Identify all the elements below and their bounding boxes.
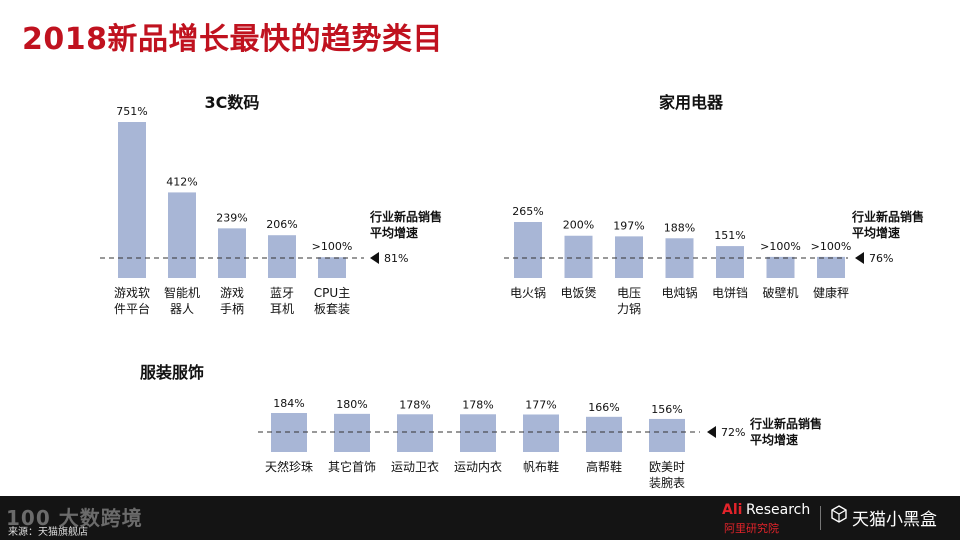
chart-title: 3C数码 (205, 93, 260, 112)
value-label: 188% (664, 221, 695, 234)
value-label: 751% (116, 105, 147, 118)
category-label: 蓝牙 (270, 286, 294, 300)
value-label: 166% (588, 401, 619, 414)
value-label: 151% (714, 229, 745, 242)
value-label: 200% (563, 219, 594, 232)
bar (268, 235, 296, 278)
category-label: 电压 (617, 286, 641, 300)
category-label: 帆布鞋 (523, 459, 559, 474)
category-label: 电饭煲 (560, 285, 596, 300)
reference-marker-icon (707, 426, 716, 438)
chart-title: 家用电器 (659, 93, 724, 112)
bar (514, 222, 542, 278)
category-label: 健康秤 (813, 285, 849, 300)
category-label: 游戏 (220, 286, 244, 300)
value-label: 177% (525, 398, 556, 411)
research-brand-b: Research (746, 502, 811, 518)
tmall-cube-icon (831, 505, 847, 523)
bar (817, 256, 845, 278)
bar (523, 414, 559, 452)
value-label: 180% (336, 398, 367, 411)
value-label: 412% (166, 175, 197, 188)
category-label: 智能机 (164, 285, 200, 300)
reference-legend-label: 行业新品销售 (749, 416, 822, 431)
value-label: 265% (512, 205, 543, 218)
category-label: 件平台 (114, 301, 150, 316)
category-label: 游戏软 (114, 286, 150, 300)
category-label: 运动卫衣 (391, 459, 439, 474)
reference-marker-icon (855, 252, 864, 264)
category-label: 电饼铛 (712, 285, 748, 300)
bar (586, 416, 622, 452)
value-label: 184% (273, 397, 304, 410)
value-label: >100% (811, 240, 852, 253)
page-title: 2018新品增长最快的趋势类目 (22, 22, 443, 57)
bar (766, 256, 795, 278)
footer-bar: 100 大数跨境 来源：天猫旗舰店 Ali Research 阿里研究院 天猫小… (0, 496, 960, 540)
category-label: 手柄 (220, 302, 244, 316)
value-label: 156% (651, 403, 682, 416)
value-label: >100% (760, 240, 801, 253)
reference-legend-label: 行业新品销售 (369, 209, 442, 224)
value-label: 178% (399, 398, 430, 411)
reference-legend-label: 行业新品销售 (851, 209, 924, 224)
category-label: 力锅 (617, 301, 641, 316)
reference-legend-label: 平均增速 (370, 225, 418, 240)
category-label: 装腕表 (649, 475, 685, 490)
value-label: 178% (462, 398, 493, 411)
footer-divider (820, 506, 821, 530)
bar (460, 414, 496, 452)
bar (168, 192, 196, 278)
category-label: 天然珍珠 (265, 459, 313, 474)
category-label: 其它首饰 (328, 459, 376, 474)
research-brand-a: Ali (722, 502, 743, 518)
bar (716, 246, 744, 278)
bar (649, 418, 685, 452)
category-label: 耳机 (270, 302, 294, 316)
bar (615, 236, 643, 278)
reference-value-label: 76% (869, 252, 893, 265)
tmall-brand: 天猫小黑盒 (852, 510, 937, 530)
reference-legend-label: 平均增速 (750, 432, 798, 447)
bar (397, 414, 433, 452)
research-sub: 阿里研究院 (724, 522, 779, 535)
category-label: 运动内衣 (454, 459, 502, 474)
value-label: >100% (312, 240, 353, 253)
footer-watermark: 100 大数跨境 (6, 506, 143, 530)
chart-title: 服装服饰 (140, 363, 204, 382)
category-label: 破壁机 (762, 285, 798, 300)
footer-source: 来源：天猫旗舰店 (8, 527, 88, 538)
reference-marker-icon (370, 252, 379, 264)
reference-value-label: 81% (384, 252, 408, 265)
category-label: 电炖锅 (661, 285, 697, 300)
category-label: 器人 (170, 302, 194, 316)
category-label: 欧美时 (649, 460, 685, 474)
reference-legend-label: 平均增速 (852, 225, 900, 240)
reference-value-label: 72% (721, 426, 745, 439)
value-label: 239% (216, 211, 247, 224)
bar (334, 413, 370, 452)
category-label: 电火锅 (510, 285, 546, 300)
value-label: 197% (613, 219, 644, 232)
category-label: CPU主 (314, 286, 350, 300)
bar (118, 122, 146, 278)
bar (218, 228, 246, 278)
bar (564, 235, 593, 278)
category-label: 板套装 (314, 302, 350, 316)
bar (318, 257, 346, 278)
category-label: 高帮鞋 (586, 459, 622, 474)
value-label: 206% (266, 218, 297, 231)
